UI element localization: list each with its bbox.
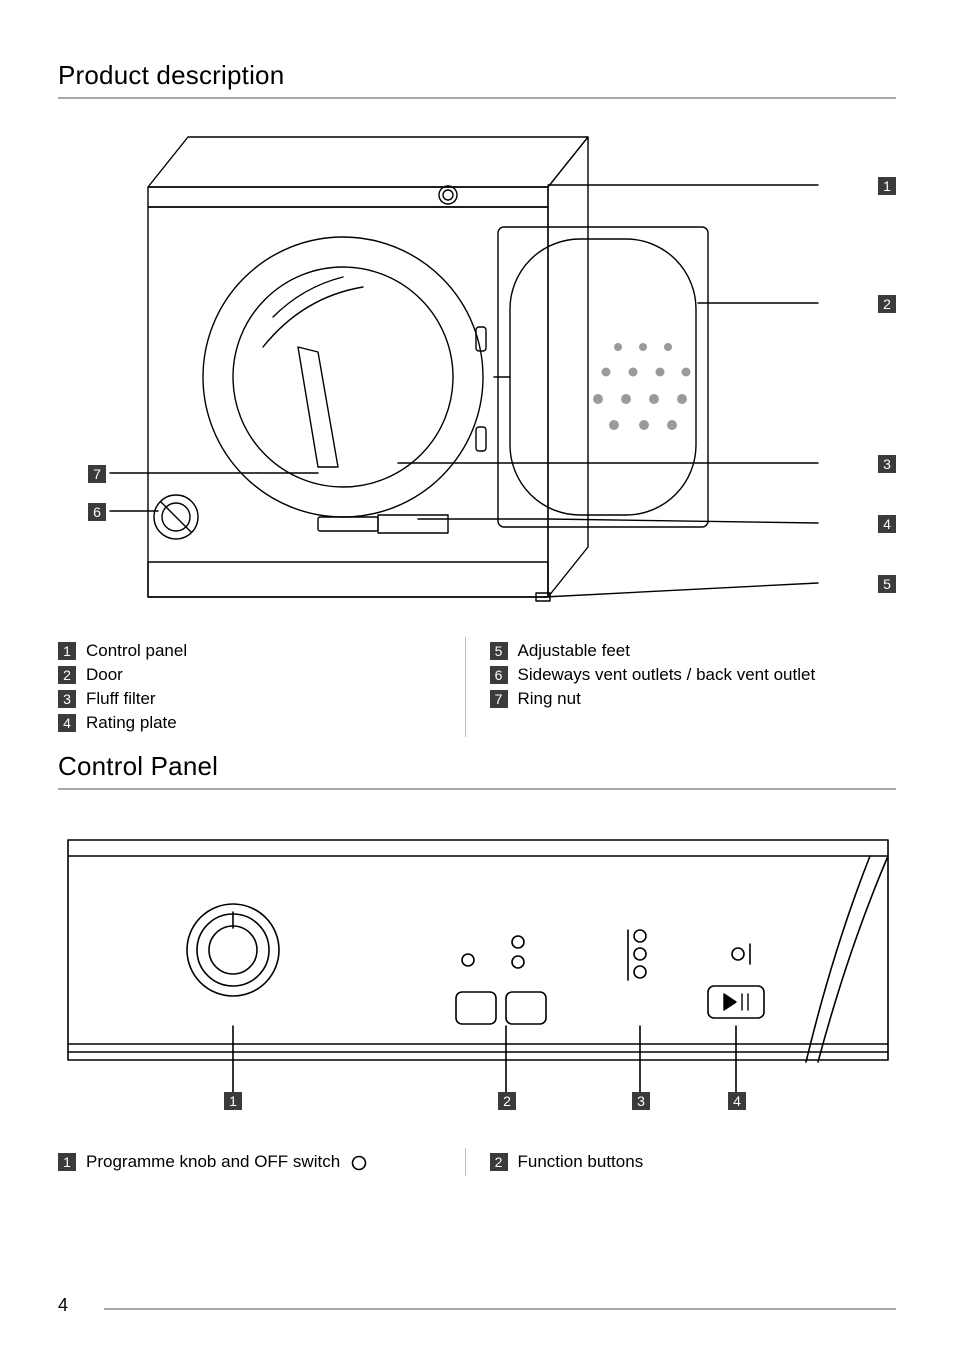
section-title-control-panel: Control Panel [58,751,896,782]
legend-row: 1 Control panel [58,641,465,661]
legend-marker: 7 [490,690,508,708]
control-panel-legend: 1 Programme knob and OFF switch 2 Functi… [58,1148,896,1176]
legend-marker: 2 [58,666,76,684]
legend-label: Fluff filter [86,689,156,709]
callout-marker: 6 [88,503,106,521]
legend-row: 4 Rating plate [58,713,465,733]
legend-label: Function buttons [518,1152,644,1172]
legend-col-right: 2 Function buttons [465,1148,897,1176]
callout-marker: 3 [878,455,896,473]
manual-page: Product description [0,0,954,1352]
dryer-diagram: 1 2 3 4 5 7 6 [58,117,896,617]
legend-label: Sideways vent outlets / back vent outlet [518,665,816,685]
callout-marker: 1 [224,1092,242,1110]
legend-col-left: 1 Programme knob and OFF switch [58,1148,465,1176]
legend-marker: 1 [58,642,76,660]
legend-marker: 2 [490,1153,508,1171]
legend-row: 3 Fluff filter [58,689,465,709]
legend-row: 6 Sideways vent outlets / back vent outl… [490,665,897,685]
legend-label: Ring nut [518,689,581,709]
callout-marker: 1 [878,177,896,195]
legend-label: Control panel [86,641,187,661]
callout-marker: 4 [878,515,896,533]
legend-marker: 5 [490,642,508,660]
callout-marker: 2 [498,1092,516,1110]
section-title-product-description: Product description [58,60,896,91]
off-switch-icon [350,1153,368,1171]
legend-marker: 6 [490,666,508,684]
legend-marker: 1 [58,1153,76,1171]
legend-row: 2 Door [58,665,465,685]
control-panel-diagram: 1 2 3 4 [58,830,896,1130]
product-legend: 1 Control panel 2 Door 3 Fluff filter 4 … [58,637,896,737]
section-rule [58,788,896,790]
legend-row: 7 Ring nut [490,689,897,709]
legend-marker: 4 [58,714,76,732]
callout-marker: 4 [728,1092,746,1110]
legend-marker: 3 [58,690,76,708]
control-panel-svg [58,830,898,1130]
legend-label: Rating plate [86,713,177,733]
callout-marker: 5 [878,575,896,593]
callout-marker: 3 [632,1092,650,1110]
section-rule [58,97,896,99]
legend-col-left: 1 Control panel 2 Door 3 Fluff filter 4 … [58,637,465,737]
legend-label: Door [86,665,123,685]
callout-marker: 7 [88,465,106,483]
legend-row: 1 Programme knob and OFF switch [58,1152,465,1172]
legend-label: Adjustable feet [518,641,630,661]
legend-row: 5 Adjustable feet [490,641,897,661]
callout-marker: 2 [878,295,896,313]
footer-rule [104,1308,896,1310]
legend-col-right: 5 Adjustable feet 6 Sideways vent outlet… [465,637,897,737]
page-number: 4 [58,1295,68,1316]
dryer-svg [58,117,898,617]
legend-label: Programme knob and OFF switch [86,1152,340,1172]
legend-row: 2 Function buttons [490,1152,897,1172]
